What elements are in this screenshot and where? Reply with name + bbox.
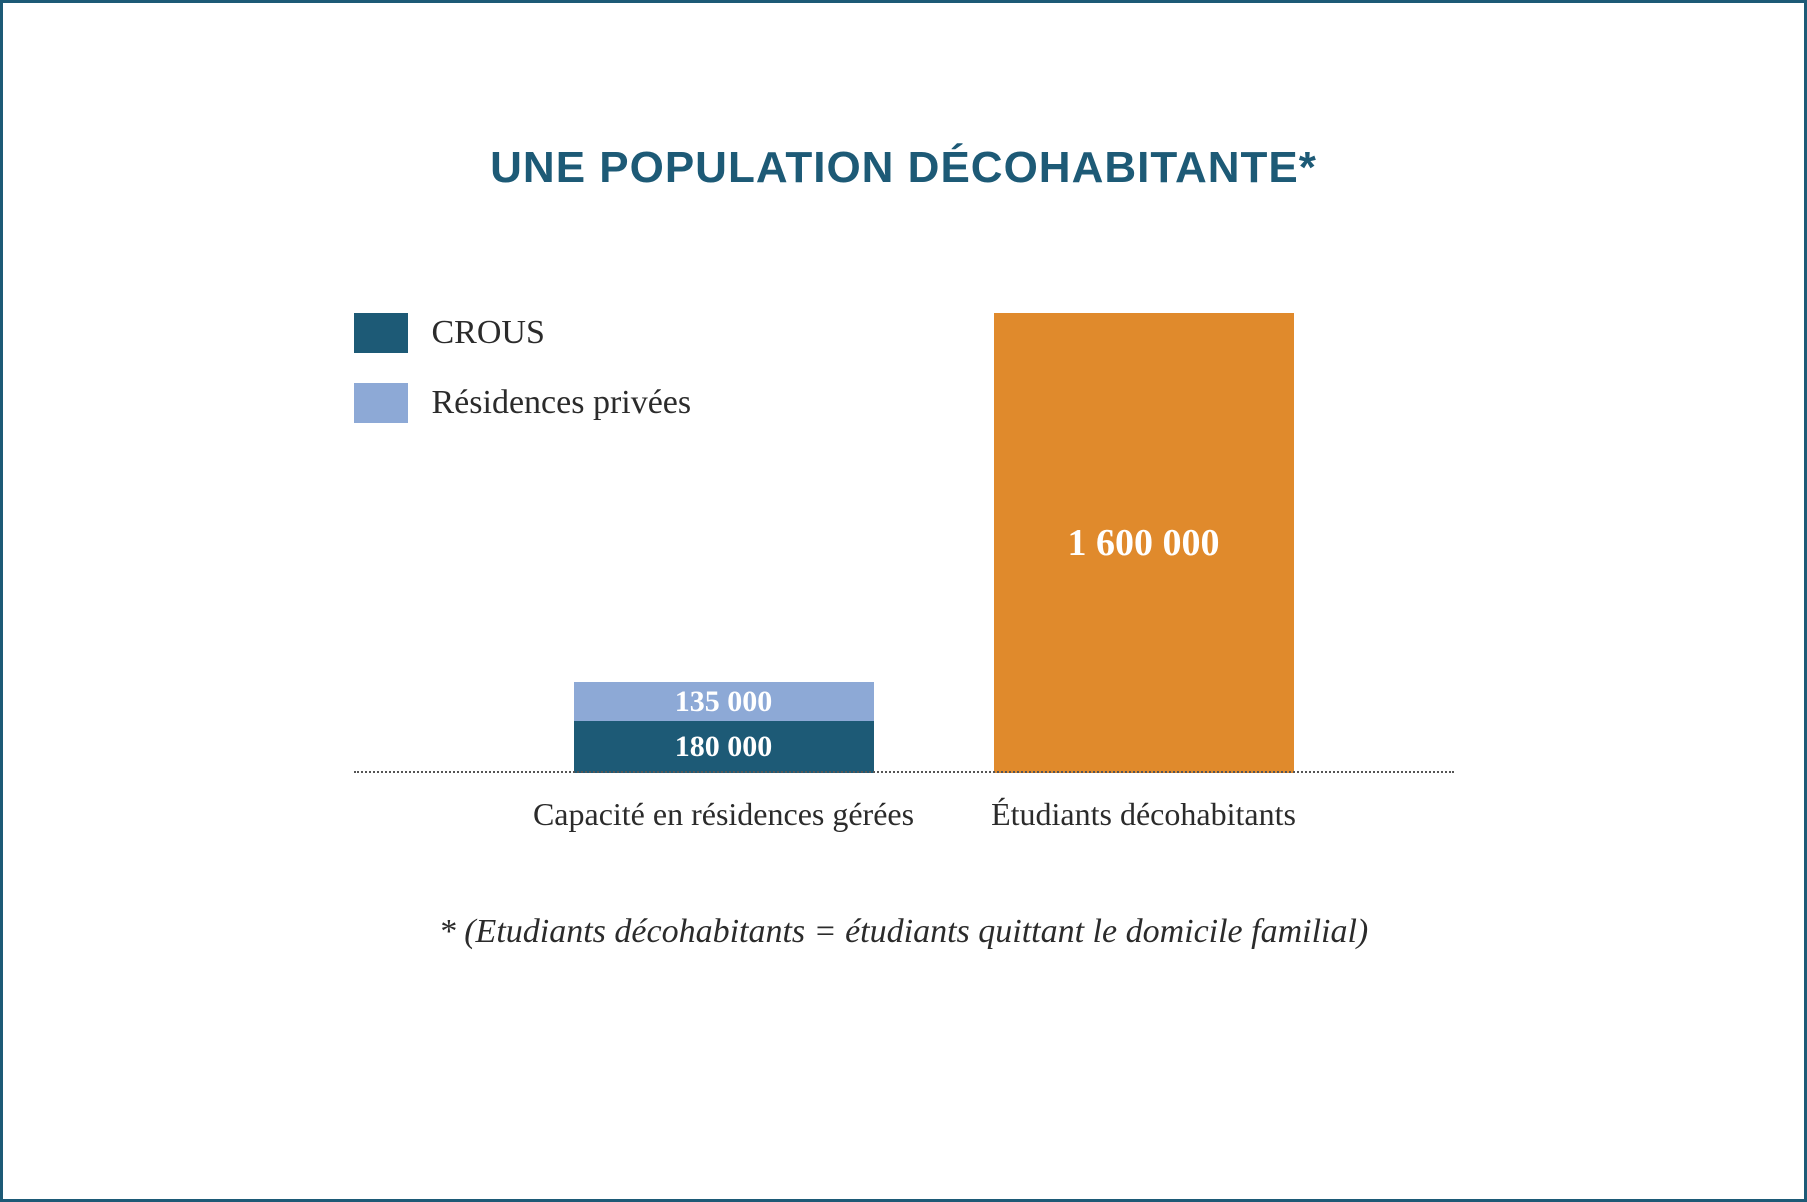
bar-value-crous: 180 000 [675, 730, 773, 764]
bar-value-etudiants: 1 600 000 [1068, 521, 1220, 565]
bar-segment-etudiants: 1 600 000 [994, 313, 1294, 773]
chart-frame: UNE POPULATION DÉCOHABITANTE* CROUS Rési… [0, 0, 1807, 1202]
chart-inner: UNE POPULATION DÉCOHABITANTE* CROUS Rési… [304, 143, 1504, 951]
chart-wrap: CROUS Résidences privées 180 000 135 000 [304, 313, 1504, 833]
baseline [354, 771, 1454, 773]
plot-area: 180 000 135 000 1 600 000 Capacité en ré… [354, 313, 1454, 833]
bar-etudiants: 1 600 000 [994, 313, 1294, 773]
bar-segment-crous: 180 000 [574, 721, 874, 773]
bar-value-privees: 135 000 [675, 685, 773, 719]
bar-capacite: 180 000 135 000 [574, 682, 874, 773]
footnote: * (Etudiants décohabitants = étudiants q… [304, 913, 1504, 951]
xlabel-capacite: Capacité en résidences gérées [484, 796, 964, 833]
xlabel-etudiants: Étudiants décohabitants [964, 796, 1324, 833]
chart-title: UNE POPULATION DÉCOHABITANTE* [304, 143, 1504, 193]
bar-segment-privees: 135 000 [574, 682, 874, 721]
